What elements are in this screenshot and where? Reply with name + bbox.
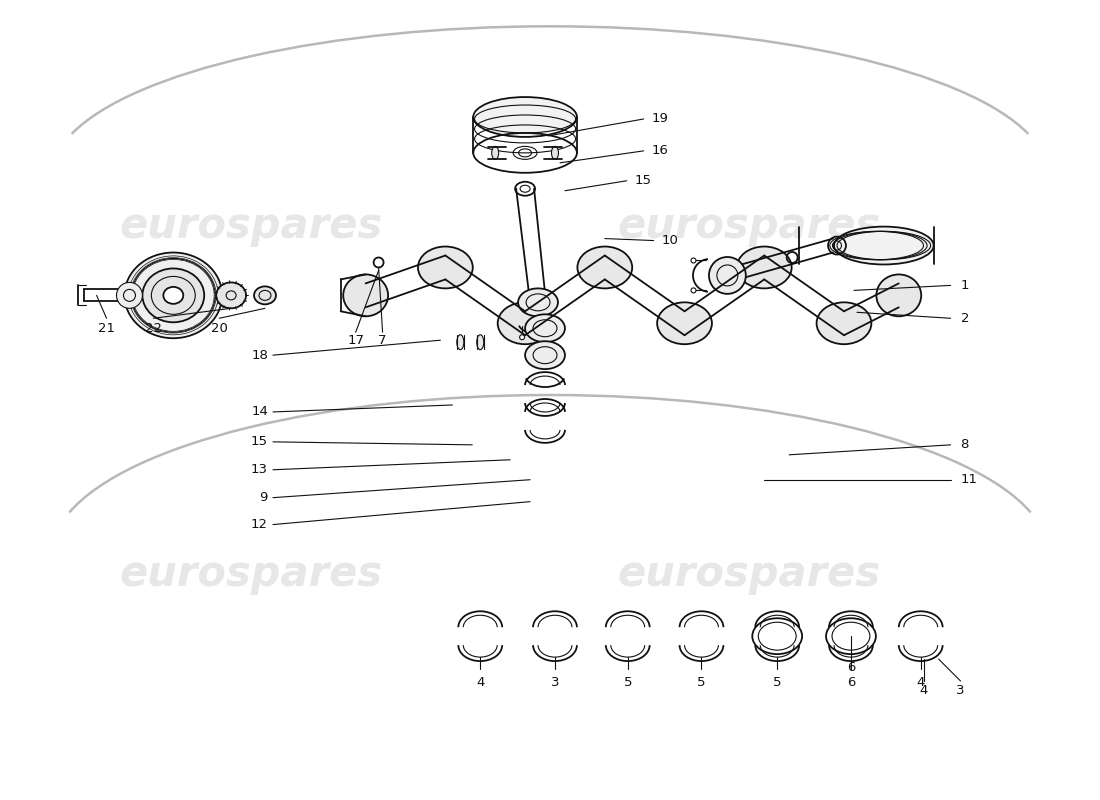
Text: 17: 17 [348,334,364,346]
Text: 21: 21 [98,322,116,334]
Circle shape [551,334,557,340]
Ellipse shape [343,274,388,316]
Circle shape [117,282,142,308]
Ellipse shape [708,257,746,294]
Text: 9: 9 [260,491,268,504]
Text: 3: 3 [956,685,965,698]
Text: 4: 4 [476,675,484,689]
Text: 4: 4 [916,675,925,689]
Text: 10: 10 [661,234,679,247]
Ellipse shape [217,282,246,308]
Text: 15: 15 [635,174,651,187]
Text: 13: 13 [251,463,268,476]
Ellipse shape [578,246,632,288]
Text: 14: 14 [251,406,268,418]
Ellipse shape [657,302,712,344]
Ellipse shape [834,226,934,265]
Text: 5: 5 [624,675,632,689]
Ellipse shape [525,342,565,369]
Text: 12: 12 [251,518,268,531]
Ellipse shape [254,286,276,304]
Text: eurospares: eurospares [618,554,881,595]
Text: 18: 18 [251,349,268,362]
Ellipse shape [418,246,473,288]
Ellipse shape [473,97,576,137]
Ellipse shape [877,274,921,316]
Text: 8: 8 [960,438,969,451]
Circle shape [691,258,696,263]
Text: eurospares: eurospares [618,205,881,246]
Ellipse shape [518,288,558,316]
Circle shape [691,288,696,293]
Ellipse shape [492,146,498,159]
Text: eurospares: eurospares [120,205,383,246]
Text: 20: 20 [211,322,228,334]
Ellipse shape [456,334,464,350]
Ellipse shape [525,314,565,342]
Text: 11: 11 [960,474,978,486]
Ellipse shape [163,287,184,304]
Text: 16: 16 [651,144,669,158]
Text: 5: 5 [773,675,781,689]
Ellipse shape [737,246,792,288]
Ellipse shape [816,302,871,344]
Text: 1: 1 [960,279,969,292]
Ellipse shape [551,146,559,159]
Ellipse shape [124,253,222,338]
Text: 19: 19 [651,113,669,126]
Ellipse shape [142,269,205,322]
Text: 3: 3 [551,675,559,689]
Text: 22: 22 [145,322,162,334]
Text: 4: 4 [920,685,928,698]
Text: 7: 7 [378,334,387,346]
Ellipse shape [476,334,484,350]
Ellipse shape [497,302,552,344]
Circle shape [374,258,384,267]
Circle shape [519,334,525,340]
Text: 6: 6 [847,661,855,674]
Text: eurospares: eurospares [120,554,383,595]
Text: 15: 15 [251,435,268,448]
Text: 6: 6 [847,675,855,689]
Text: 5: 5 [697,675,706,689]
Text: 2: 2 [960,312,969,325]
